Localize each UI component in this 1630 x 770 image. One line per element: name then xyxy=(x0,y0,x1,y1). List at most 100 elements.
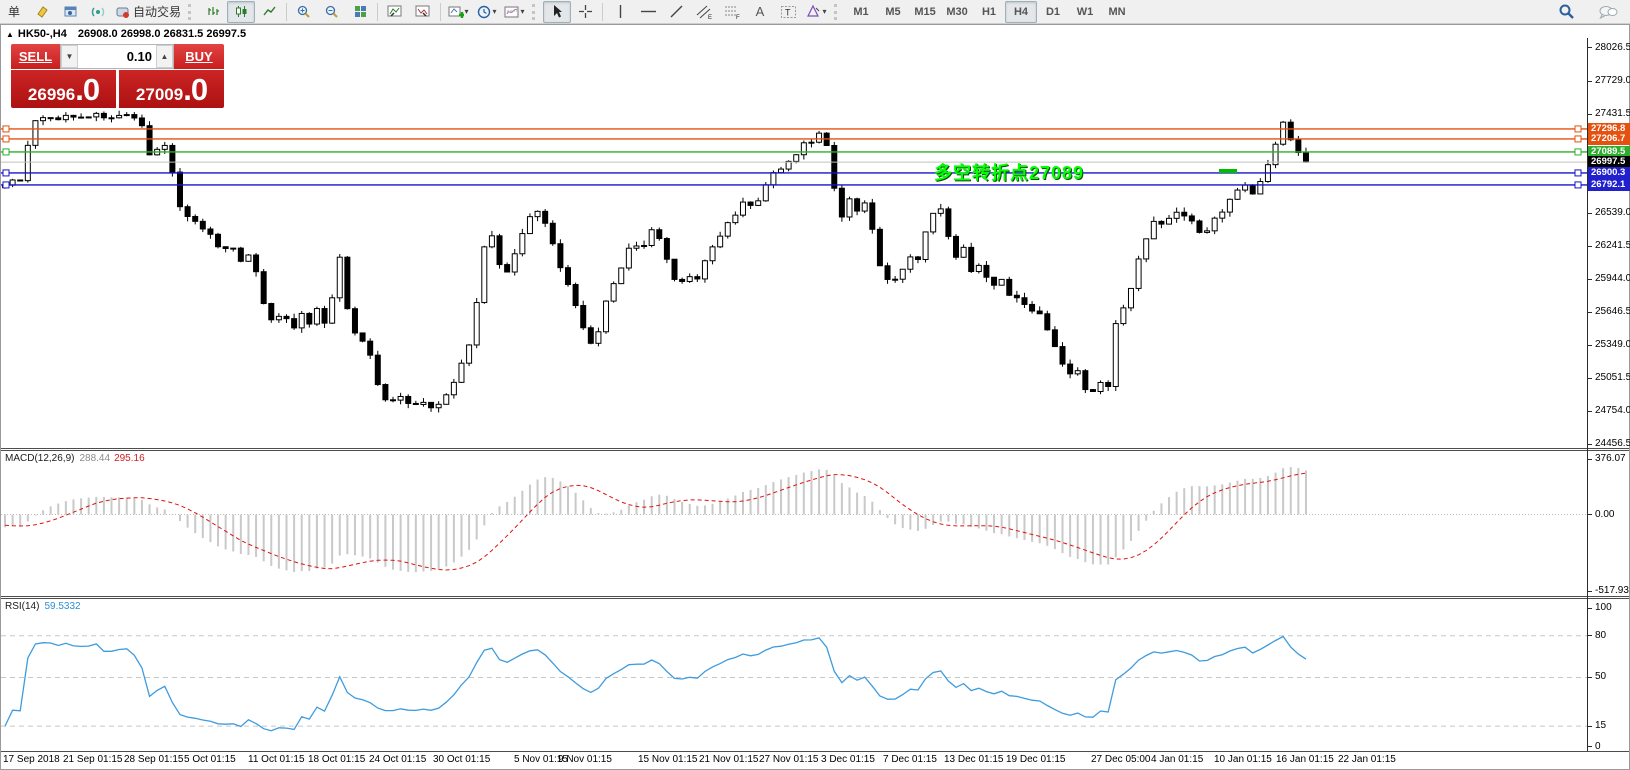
templates-button[interactable]: ▾ xyxy=(500,1,528,23)
market-watch-icon[interactable] xyxy=(56,1,84,23)
zoom-out-button[interactable] xyxy=(318,1,346,23)
zoom-in-button[interactable] xyxy=(290,1,318,23)
timeframe-button-h4[interactable]: H4 xyxy=(1005,0,1038,23)
new-chart-button[interactable]: ▾ xyxy=(444,1,472,23)
volume-increase-button[interactable]: ▲ xyxy=(156,45,173,68)
buy-price-button[interactable]: 27009.0 xyxy=(119,70,224,108)
line-anchor-handle[interactable] xyxy=(2,181,10,189)
signal-icon[interactable] xyxy=(84,1,112,23)
line-anchor-handle[interactable] xyxy=(2,169,10,177)
pane-divider[interactable] xyxy=(1,448,1629,451)
candle xyxy=(892,276,899,283)
macd-histogram-bar xyxy=(985,514,988,531)
axis-tick xyxy=(1587,345,1592,346)
sell-button[interactable]: SELL xyxy=(11,44,60,69)
tile-windows-button[interactable] xyxy=(346,1,374,23)
shapes-button[interactable]: ▾ xyxy=(802,1,830,23)
book-icon[interactable] xyxy=(28,1,56,23)
candle xyxy=(953,234,959,260)
candle xyxy=(1287,119,1294,142)
line-anchor-handle[interactable] xyxy=(1574,125,1582,133)
line-anchor-handle[interactable] xyxy=(2,148,10,156)
candle xyxy=(85,116,92,119)
crosshair-button[interactable] xyxy=(571,1,599,23)
candle xyxy=(1067,359,1074,379)
equidistant-channel-button[interactable]: E xyxy=(690,1,718,23)
new-order-button[interactable]: 单 xyxy=(7,5,20,19)
line-anchor-handle[interactable] xyxy=(1574,148,1582,156)
chart-collapse-icon[interactable]: ▲ xyxy=(6,30,14,39)
macd-histogram-bar xyxy=(490,512,493,515)
candle xyxy=(755,197,762,206)
volume-input[interactable] xyxy=(78,45,156,68)
bar-chart-button[interactable] xyxy=(199,1,227,23)
green-marker-segment[interactable] xyxy=(1219,169,1237,173)
macd-histogram-bar xyxy=(1031,514,1034,542)
indicators-window2-button[interactable] xyxy=(409,1,437,23)
candle xyxy=(473,297,480,349)
macd-histogram-bar xyxy=(1008,514,1011,537)
rsi-value: 59.5332 xyxy=(44,601,81,612)
dropdown-arrow[interactable]: ▾ xyxy=(520,7,525,16)
timeframe-button-m1[interactable]: M1 xyxy=(853,5,869,18)
candle xyxy=(968,242,975,273)
candle xyxy=(176,168,183,211)
indicators-window-button[interactable] xyxy=(381,1,409,23)
text-button[interactable]: A xyxy=(755,4,765,19)
macd-histogram-bar xyxy=(64,501,67,515)
timeframe-button-w1[interactable]: W1 xyxy=(1076,5,1094,18)
chat-icon[interactable] xyxy=(1594,1,1622,23)
macd-histogram-bar xyxy=(34,514,37,516)
buy-button[interactable]: BUY xyxy=(174,44,224,69)
candle xyxy=(739,197,746,218)
buy-price-frac: .0 xyxy=(183,72,208,107)
trendline-button[interactable] xyxy=(662,1,690,23)
line-chart-button[interactable] xyxy=(255,1,283,23)
text-label-button[interactable]: T xyxy=(774,1,802,23)
cursor-button[interactable] xyxy=(543,0,572,23)
line-anchor-handle[interactable] xyxy=(1574,135,1582,143)
candle xyxy=(869,198,876,234)
line-anchor-handle[interactable] xyxy=(1574,181,1582,189)
macd-histogram-bar xyxy=(1038,514,1041,544)
candle xyxy=(1059,342,1066,367)
dropdown-arrow[interactable]: ▾ xyxy=(822,7,827,16)
sell-price-button[interactable]: 26996.0 xyxy=(11,70,116,108)
svg-text:E: E xyxy=(708,15,712,20)
timeframe-button-m5[interactable]: M5 xyxy=(885,5,901,18)
candlestick-chart-button[interactable] xyxy=(227,0,256,23)
macd-histogram-bar xyxy=(414,514,417,573)
line-anchor-handle[interactable] xyxy=(2,125,10,133)
profiles-clock-button[interactable]: ▾ xyxy=(472,1,500,23)
timeframe-button-mn[interactable]: MN xyxy=(1108,5,1126,18)
dropdown-arrow[interactable]: ▾ xyxy=(492,7,497,16)
auto-trading-button[interactable]: 自动交易 xyxy=(112,1,184,23)
search-icon[interactable] xyxy=(1552,1,1580,23)
line-anchor-handle[interactable] xyxy=(1574,169,1582,177)
price-tick-label: 25349.0 xyxy=(1595,339,1630,350)
candle xyxy=(595,327,602,347)
candle xyxy=(443,393,450,405)
candle xyxy=(998,278,1005,286)
timeframe-button-h1[interactable]: H1 xyxy=(981,5,997,18)
timeframe-button-d1[interactable]: D1 xyxy=(1045,5,1061,18)
horizontal-line-button[interactable] xyxy=(634,1,662,23)
macd-histogram-bar xyxy=(1213,485,1216,515)
timeframe-button-m30[interactable]: M30 xyxy=(946,5,968,18)
line-anchor-handle[interactable] xyxy=(2,135,10,143)
vertical-line-button[interactable] xyxy=(606,1,634,23)
macd-histogram-bar xyxy=(361,514,364,557)
candle xyxy=(306,312,313,328)
macd-histogram-bar xyxy=(178,514,181,522)
dropdown-arrow[interactable]: ▾ xyxy=(464,7,469,16)
volume-decrease-button[interactable]: ▼ xyxy=(61,45,78,68)
candle xyxy=(717,231,724,249)
axis-tick xyxy=(1587,246,1592,247)
macd-histogram-bar xyxy=(1061,514,1064,554)
candle xyxy=(253,252,260,277)
candle xyxy=(572,282,579,309)
pane-divider[interactable] xyxy=(1,596,1629,599)
pivot-annotation-text[interactable]: 多空转折点27089 xyxy=(934,163,1085,183)
fibonacci-button[interactable]: F xyxy=(718,1,746,23)
timeframe-button-m15[interactable]: M15 xyxy=(914,5,936,18)
